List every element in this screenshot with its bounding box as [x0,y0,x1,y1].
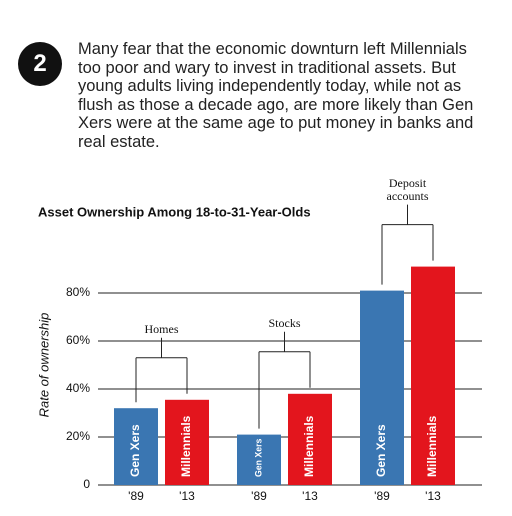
y-tick-label: 20% [66,429,90,443]
x-tick-label: '89 [251,489,267,503]
bar [165,399,209,485]
bar [237,434,281,485]
category-label: Stocks [245,298,325,330]
bar-series-label: Millennials [179,415,193,477]
bar-series-label: Gen Xers [253,439,263,477]
category-label-text: Stocks [268,315,301,330]
bar [288,393,332,485]
step-badge: 2 [18,42,62,86]
bar-series-label: Millennials [302,415,316,477]
x-tick-label: '89 [128,489,144,503]
bar [114,408,158,485]
intro-text: Many fear that the economic downturn lef… [78,40,474,151]
y-axis-label: Rate of ownership [36,313,51,418]
y-tick-label: 60% [66,333,90,347]
x-tick-label: '89 [374,489,390,503]
category-label: Homes [122,304,202,336]
bar-series-label: Millennials [425,415,439,477]
x-tick-label: '13 [179,489,195,503]
y-tick-label: 40% [66,381,90,395]
x-tick-label: '13 [302,489,318,503]
bar [360,290,404,485]
category-label-text: Homes [144,321,179,336]
category-label-box: Deposit accounts [368,171,448,203]
category-label-box: Homes [122,304,202,336]
bar-series-label: Gen Xers [128,424,142,477]
bar-series-label: Gen Xers [374,424,388,477]
y-tick-label: 80% [66,285,90,299]
y-tick-label: 0 [83,477,90,491]
category-label-text: Deposit accounts [386,175,429,203]
chart-title: Asset Ownership Among 18-to-31-Year-Olds [38,204,311,219]
category-label: Deposit accounts [368,171,448,203]
bar [411,266,455,485]
x-tick-label: '13 [425,489,441,503]
category-label-box: Stocks [245,298,325,330]
